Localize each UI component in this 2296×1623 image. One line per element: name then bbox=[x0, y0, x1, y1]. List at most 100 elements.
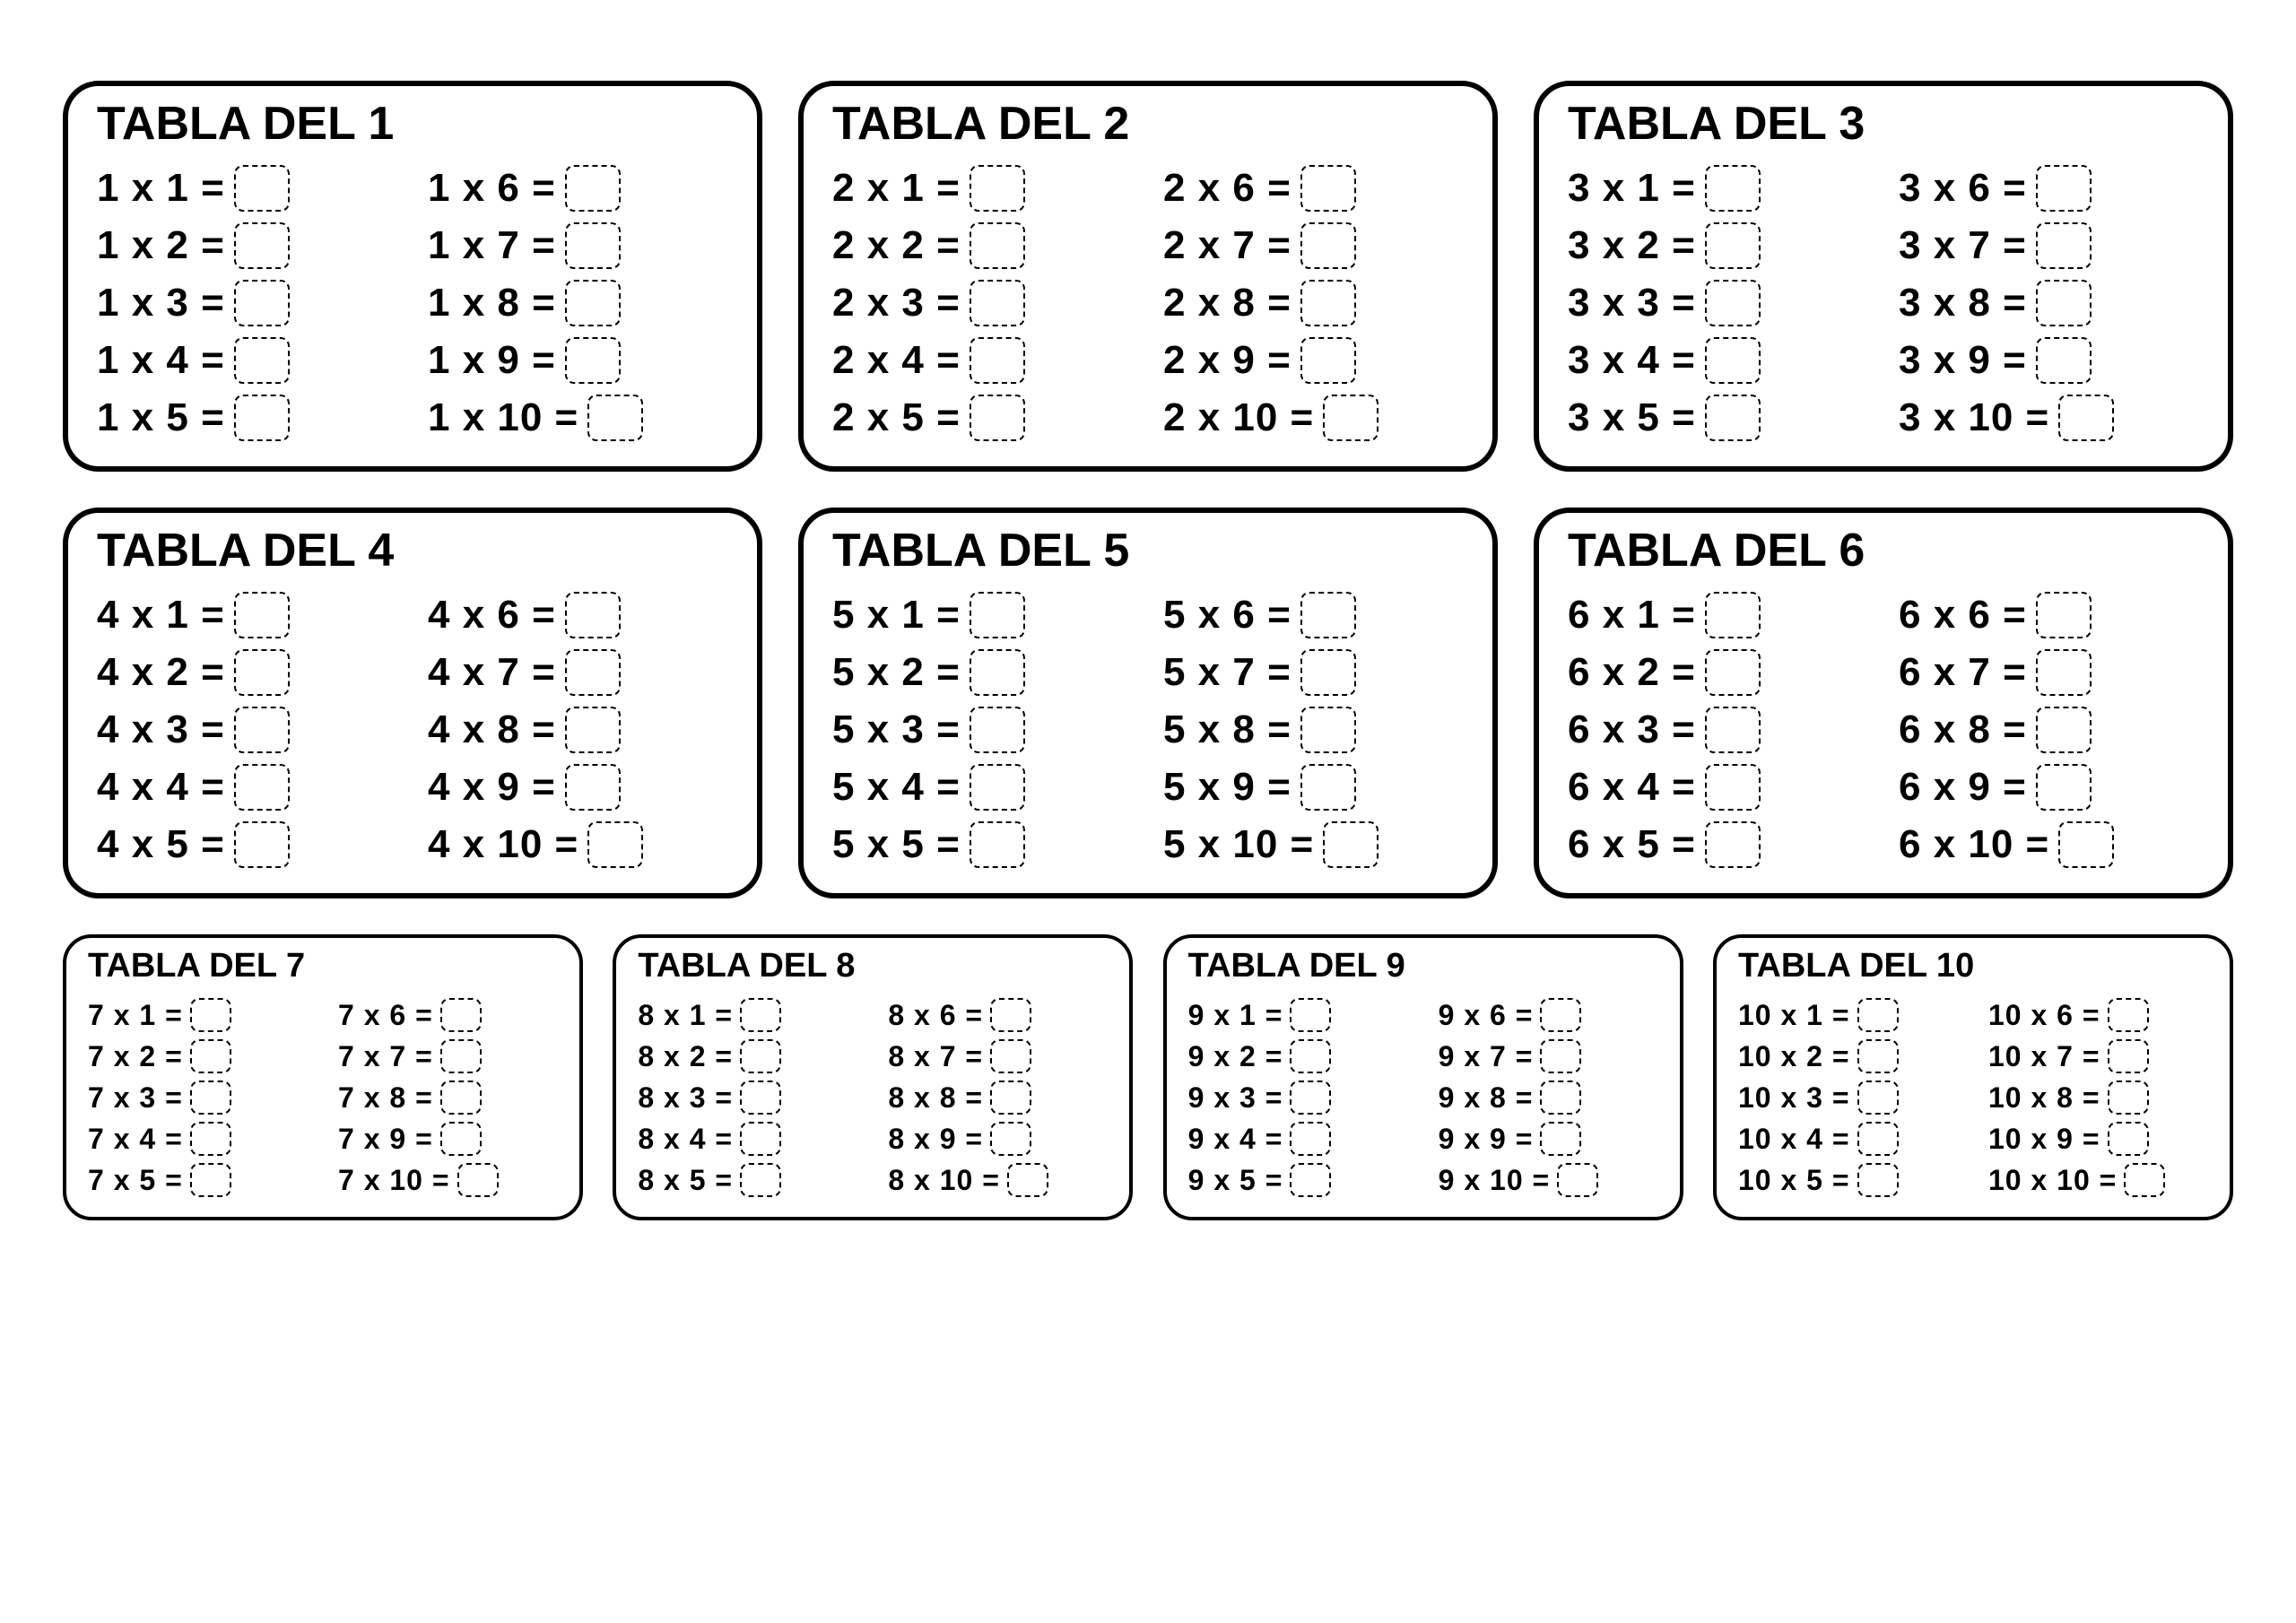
answer-box[interactable] bbox=[2036, 649, 2092, 696]
answer-box[interactable] bbox=[190, 1163, 231, 1197]
answer-box[interactable] bbox=[1323, 395, 1378, 441]
answer-box[interactable] bbox=[1300, 649, 1356, 696]
answer-box[interactable] bbox=[457, 1163, 499, 1197]
answer-box[interactable] bbox=[1705, 764, 1761, 811]
answer-box[interactable] bbox=[1540, 1122, 1581, 1156]
answer-box[interactable] bbox=[740, 1122, 781, 1156]
answer-box[interactable] bbox=[970, 707, 1025, 753]
answer-box[interactable] bbox=[1857, 1081, 1899, 1115]
answer-box[interactable] bbox=[1300, 222, 1356, 269]
answer-box[interactable] bbox=[970, 222, 1025, 269]
answer-box[interactable] bbox=[234, 649, 290, 696]
answer-box[interactable] bbox=[234, 395, 290, 441]
answer-box[interactable] bbox=[1300, 280, 1356, 326]
answer-box[interactable] bbox=[2036, 764, 2092, 811]
answer-box[interactable] bbox=[234, 592, 290, 638]
answer-box[interactable] bbox=[1290, 1163, 1331, 1197]
answer-box[interactable] bbox=[1300, 707, 1356, 753]
answer-box[interactable] bbox=[587, 821, 643, 868]
answer-box[interactable] bbox=[2036, 707, 2092, 753]
answer-box[interactable] bbox=[1540, 998, 1581, 1032]
answer-box[interactable] bbox=[1705, 395, 1761, 441]
answer-box[interactable] bbox=[190, 1039, 231, 1073]
answer-box[interactable] bbox=[587, 395, 643, 441]
answer-box[interactable] bbox=[1705, 649, 1761, 696]
answer-box[interactable] bbox=[190, 1122, 231, 1156]
answer-box[interactable] bbox=[1557, 1163, 1598, 1197]
answer-box[interactable] bbox=[1857, 1163, 1899, 1197]
answer-box[interactable] bbox=[234, 280, 290, 326]
answer-box[interactable] bbox=[740, 1039, 781, 1073]
answer-box[interactable] bbox=[990, 1039, 1031, 1073]
answer-box[interactable] bbox=[234, 707, 290, 753]
answer-box[interactable] bbox=[440, 1039, 482, 1073]
answer-box[interactable] bbox=[970, 165, 1025, 212]
answer-box[interactable] bbox=[234, 337, 290, 384]
answer-box[interactable] bbox=[565, 337, 621, 384]
answer-box[interactable] bbox=[990, 1122, 1031, 1156]
answer-box[interactable] bbox=[970, 592, 1025, 638]
answer-box[interactable] bbox=[2036, 337, 2092, 384]
answer-box[interactable] bbox=[234, 222, 290, 269]
answer-box[interactable] bbox=[1705, 280, 1761, 326]
answer-box[interactable] bbox=[565, 649, 621, 696]
answer-box[interactable] bbox=[1540, 1039, 1581, 1073]
answer-box[interactable] bbox=[1705, 707, 1761, 753]
answer-box[interactable] bbox=[1857, 998, 1899, 1032]
answer-box[interactable] bbox=[1300, 592, 1356, 638]
answer-box[interactable] bbox=[2036, 165, 2092, 212]
answer-box[interactable] bbox=[234, 764, 290, 811]
answer-box[interactable] bbox=[970, 821, 1025, 868]
answer-box[interactable] bbox=[565, 280, 621, 326]
answer-box[interactable] bbox=[2124, 1163, 2165, 1197]
answer-box[interactable] bbox=[970, 337, 1025, 384]
answer-box[interactable] bbox=[970, 280, 1025, 326]
answer-box[interactable] bbox=[1705, 821, 1761, 868]
answer-box[interactable] bbox=[990, 998, 1031, 1032]
answer-box[interactable] bbox=[2036, 592, 2092, 638]
answer-box[interactable] bbox=[970, 764, 1025, 811]
answer-box[interactable] bbox=[1705, 592, 1761, 638]
answer-box[interactable] bbox=[234, 165, 290, 212]
answer-box[interactable] bbox=[1857, 1122, 1899, 1156]
answer-box[interactable] bbox=[1290, 998, 1331, 1032]
answer-box[interactable] bbox=[740, 998, 781, 1032]
answer-box[interactable] bbox=[740, 1081, 781, 1115]
answer-box[interactable] bbox=[1007, 1163, 1048, 1197]
answer-box[interactable] bbox=[2108, 1039, 2149, 1073]
answer-box[interactable] bbox=[970, 649, 1025, 696]
answer-box[interactable] bbox=[565, 165, 621, 212]
answer-box[interactable] bbox=[565, 764, 621, 811]
answer-box[interactable] bbox=[1290, 1081, 1331, 1115]
answer-box[interactable] bbox=[1300, 764, 1356, 811]
answer-box[interactable] bbox=[565, 592, 621, 638]
answer-box[interactable] bbox=[2058, 821, 2114, 868]
answer-box[interactable] bbox=[1857, 1039, 1899, 1073]
answer-box[interactable] bbox=[190, 998, 231, 1032]
answer-box[interactable] bbox=[1705, 165, 1761, 212]
answer-box[interactable] bbox=[2036, 280, 2092, 326]
answer-box[interactable] bbox=[565, 222, 621, 269]
answer-box[interactable] bbox=[1323, 821, 1378, 868]
answer-box[interactable] bbox=[1300, 337, 1356, 384]
answer-box[interactable] bbox=[1705, 222, 1761, 269]
answer-box[interactable] bbox=[440, 998, 482, 1032]
answer-box[interactable] bbox=[2036, 222, 2092, 269]
answer-box[interactable] bbox=[1290, 1122, 1331, 1156]
answer-box[interactable] bbox=[1300, 165, 1356, 212]
answer-box[interactable] bbox=[190, 1081, 231, 1115]
answer-box[interactable] bbox=[2108, 1081, 2149, 1115]
answer-box[interactable] bbox=[2108, 1122, 2149, 1156]
answer-box[interactable] bbox=[1705, 337, 1761, 384]
answer-box[interactable] bbox=[970, 395, 1025, 441]
answer-box[interactable] bbox=[2058, 395, 2114, 441]
answer-box[interactable] bbox=[440, 1081, 482, 1115]
answer-box[interactable] bbox=[740, 1163, 781, 1197]
answer-box[interactable] bbox=[1540, 1081, 1581, 1115]
answer-box[interactable] bbox=[234, 821, 290, 868]
answer-box[interactable] bbox=[1290, 1039, 1331, 1073]
answer-box[interactable] bbox=[565, 707, 621, 753]
answer-box[interactable] bbox=[440, 1122, 482, 1156]
answer-box[interactable] bbox=[990, 1081, 1031, 1115]
answer-box[interactable] bbox=[2108, 998, 2149, 1032]
